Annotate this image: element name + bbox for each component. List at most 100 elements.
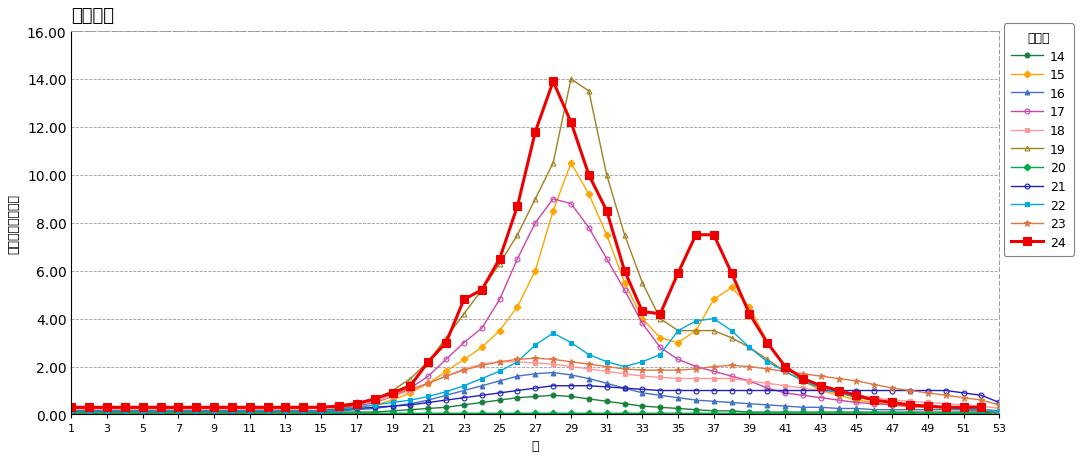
19 xyxy=(993,409,1005,415)
23 xyxy=(672,368,685,373)
21 xyxy=(796,388,809,393)
16 xyxy=(546,370,559,375)
23 xyxy=(636,368,649,373)
20 xyxy=(993,412,1005,417)
19 xyxy=(796,378,809,384)
18 xyxy=(494,359,507,365)
17 xyxy=(672,357,685,362)
18 xyxy=(672,376,685,381)
Line: 16: 16 xyxy=(69,370,1001,414)
14 xyxy=(993,411,1005,416)
24 xyxy=(136,405,149,410)
22 xyxy=(653,352,666,358)
18 xyxy=(796,386,809,391)
14 xyxy=(672,406,685,411)
15 xyxy=(796,378,809,384)
16 xyxy=(636,390,649,396)
19 xyxy=(636,280,649,286)
22 xyxy=(707,316,720,322)
17 xyxy=(65,409,78,415)
18 xyxy=(636,374,649,379)
22 xyxy=(314,408,327,414)
17 xyxy=(546,196,559,202)
21 xyxy=(993,400,1005,405)
Line: 23: 23 xyxy=(68,355,1002,412)
20 xyxy=(314,411,327,416)
15 xyxy=(618,280,631,286)
18 xyxy=(993,406,1005,411)
17 xyxy=(904,403,917,409)
22 xyxy=(600,359,613,365)
18 xyxy=(65,407,78,413)
17 xyxy=(636,321,649,326)
22 xyxy=(618,364,631,369)
24 xyxy=(672,271,685,276)
17 xyxy=(314,408,327,414)
23 xyxy=(993,402,1005,408)
15 xyxy=(672,340,685,346)
24 xyxy=(65,405,78,410)
Line: 24: 24 xyxy=(68,78,985,411)
23 xyxy=(529,356,542,361)
23 xyxy=(796,371,809,377)
18 xyxy=(904,399,917,404)
15 xyxy=(565,161,578,166)
22 xyxy=(904,402,917,408)
16 xyxy=(796,405,809,410)
Text: 手足口病: 手足口病 xyxy=(71,7,114,25)
X-axis label: 週: 週 xyxy=(531,439,539,452)
20 xyxy=(618,411,631,416)
16 xyxy=(672,395,685,401)
22 xyxy=(993,408,1005,414)
Y-axis label: 定点当たり報告数: 定点当たり報告数 xyxy=(6,193,19,253)
15 xyxy=(904,405,917,410)
14 xyxy=(546,393,559,398)
14 xyxy=(618,401,631,407)
14 xyxy=(636,403,649,409)
24 xyxy=(975,405,988,410)
20 xyxy=(779,411,792,416)
20 xyxy=(653,411,666,416)
14 xyxy=(796,409,809,415)
15 xyxy=(65,409,78,415)
24 xyxy=(921,403,934,409)
20 xyxy=(886,411,899,416)
21 xyxy=(636,387,649,392)
24 xyxy=(546,79,559,85)
20 xyxy=(600,411,613,416)
14 xyxy=(314,409,327,415)
16 xyxy=(314,409,327,415)
19 xyxy=(618,232,631,238)
17 xyxy=(993,408,1005,414)
15 xyxy=(636,316,649,322)
21 xyxy=(314,408,327,414)
18 xyxy=(618,371,631,377)
Line: 14: 14 xyxy=(69,393,1001,416)
19 xyxy=(65,409,78,415)
23 xyxy=(618,366,631,372)
21 xyxy=(904,388,917,393)
19 xyxy=(314,408,327,414)
16 xyxy=(993,409,1005,415)
23 xyxy=(904,388,917,393)
17 xyxy=(796,393,809,398)
21 xyxy=(672,388,685,393)
14 xyxy=(904,409,917,415)
Line: 20: 20 xyxy=(69,411,1001,417)
21 xyxy=(65,408,78,414)
14 xyxy=(65,409,78,415)
22 xyxy=(796,378,809,384)
23 xyxy=(314,405,327,410)
Line: 17: 17 xyxy=(69,197,1001,414)
19 xyxy=(672,328,685,334)
Legend: 14, 15, 16, 17, 18, 19, 20, 21, 22, 23, 24: 14, 15, 16, 17, 18, 19, 20, 21, 22, 23, … xyxy=(1004,24,1074,257)
23 xyxy=(65,406,78,411)
24 xyxy=(636,309,649,314)
21 xyxy=(618,386,631,391)
16 xyxy=(65,409,78,415)
Line: 19: 19 xyxy=(69,78,1001,414)
20 xyxy=(65,411,78,416)
15 xyxy=(314,408,327,414)
19 xyxy=(565,77,578,83)
15 xyxy=(993,409,1005,415)
